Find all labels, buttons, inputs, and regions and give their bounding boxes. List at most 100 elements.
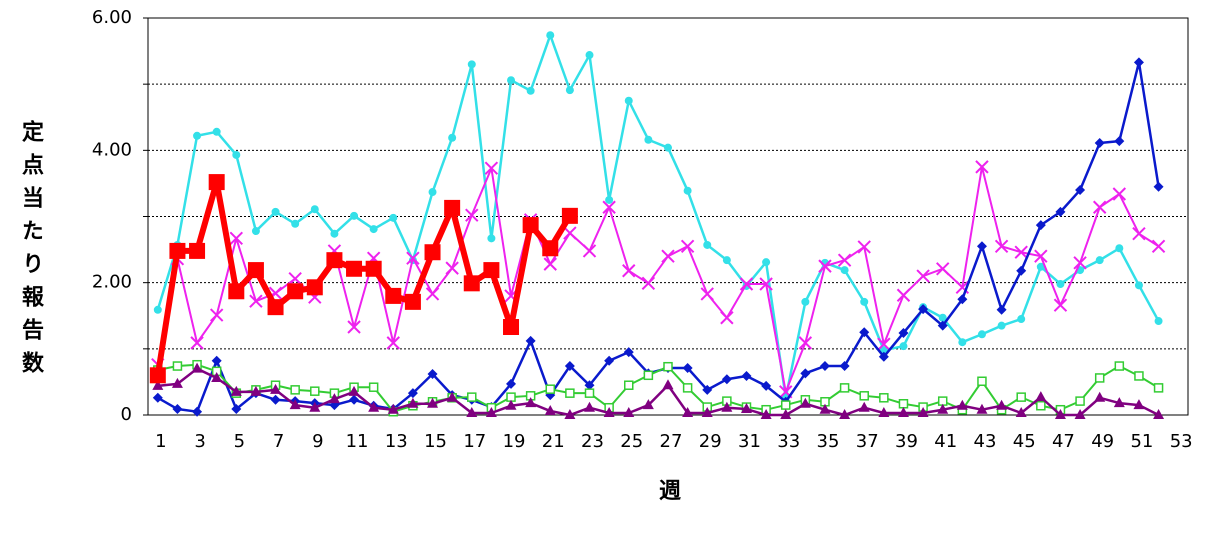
x-tick-label: 13: [385, 431, 408, 452]
point: [251, 227, 260, 236]
point: [584, 380, 595, 391]
point: [1095, 256, 1104, 265]
series: [152, 362, 1165, 419]
point: [622, 264, 636, 278]
point: [702, 384, 713, 395]
x-tick-label: 49: [1091, 431, 1114, 452]
point: [270, 383, 282, 394]
point: [602, 200, 616, 214]
point: [762, 258, 771, 267]
point: [385, 287, 402, 304]
point: [643, 370, 654, 381]
point: [1075, 185, 1086, 196]
point: [819, 361, 830, 372]
point: [798, 336, 813, 350]
point: [721, 374, 732, 385]
point: [289, 399, 301, 410]
point: [857, 240, 871, 254]
x-tick-label: 27: [660, 431, 683, 452]
point: [291, 219, 300, 228]
point: [444, 199, 461, 216]
point: [368, 382, 379, 392]
point: [837, 253, 852, 267]
point: [428, 188, 437, 197]
point: [190, 336, 204, 350]
point: [977, 376, 987, 387]
point: [1134, 281, 1143, 290]
point: [818, 259, 832, 273]
point: [228, 283, 245, 300]
point: [561, 207, 578, 224]
point: [389, 213, 398, 222]
point: [936, 262, 950, 276]
point: [546, 31, 555, 40]
point: [877, 337, 891, 351]
point: [661, 249, 675, 263]
point: [1134, 371, 1144, 381]
point: [642, 399, 654, 410]
point: [584, 388, 595, 398]
point: [957, 294, 968, 305]
point: [1153, 181, 1164, 192]
series-line: [157, 363, 1160, 413]
point: [840, 266, 849, 275]
point: [309, 401, 321, 412]
point: [1034, 249, 1048, 263]
x-tick-label: 9: [312, 431, 323, 452]
point: [565, 388, 575, 398]
point: [623, 347, 634, 358]
x-tick-label: 39: [895, 431, 918, 452]
point: [169, 242, 186, 259]
point: [310, 205, 319, 214]
point: [271, 207, 280, 216]
point: [1132, 226, 1146, 241]
point: [721, 401, 733, 412]
point: [1015, 407, 1027, 418]
x-tick-label: 17: [463, 431, 486, 452]
point: [1035, 220, 1046, 231]
point: [208, 174, 225, 191]
point: [172, 404, 183, 415]
x-tick-label: 11: [346, 431, 369, 452]
point: [879, 346, 888, 355]
point: [1153, 409, 1165, 419]
point: [1112, 187, 1127, 201]
point: [406, 251, 420, 265]
x-axis-title: 週: [659, 479, 681, 504]
point: [463, 275, 480, 292]
point: [839, 361, 850, 372]
x-tick-label: 21: [542, 431, 565, 452]
point: [193, 131, 202, 140]
point: [427, 368, 438, 379]
x-tick-label: 23: [581, 431, 604, 452]
point: [624, 96, 633, 105]
point: [525, 397, 537, 408]
point: [483, 262, 500, 279]
point: [1016, 392, 1026, 402]
point: [680, 239, 695, 253]
point: [545, 384, 556, 394]
point: [152, 379, 164, 390]
point: [348, 385, 360, 396]
series-line: [156, 33, 1160, 400]
point: [1133, 399, 1145, 410]
point: [937, 403, 949, 414]
point: [209, 308, 224, 322]
point: [1016, 265, 1027, 276]
point: [878, 351, 889, 362]
point: [270, 394, 281, 405]
point: [722, 256, 731, 265]
point: [330, 229, 339, 238]
point: [229, 231, 244, 246]
point: [506, 378, 517, 389]
point: [780, 409, 792, 419]
point: [503, 318, 520, 335]
point: [192, 406, 203, 417]
point: [247, 262, 264, 279]
point: [387, 403, 399, 414]
point: [484, 161, 499, 175]
point: [288, 271, 302, 286]
point: [799, 397, 811, 408]
point: [896, 288, 911, 302]
